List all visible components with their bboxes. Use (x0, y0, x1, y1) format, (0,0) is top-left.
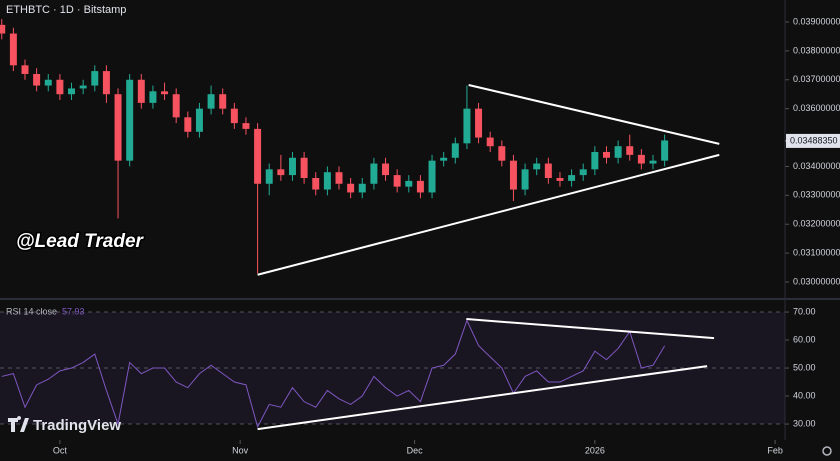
tradingview-logo: TradingView (8, 416, 121, 434)
price-marker-label: 0.03488350 (790, 135, 838, 145)
x-tick-label: Feb (767, 445, 783, 455)
rsi-line (1, 319, 666, 429)
candle-body (347, 183, 355, 193)
y-tick-label: 0.03700000 (793, 74, 840, 84)
candle-body (358, 183, 366, 193)
candle-body (161, 91, 169, 95)
candle-body (405, 180, 413, 187)
pane: 70.00 60.00 50.00 40.00 30.00 Oct Nov Dec 2026 Fe… (0, 306, 816, 455)
candle-body (475, 108, 483, 138)
candle-body (149, 91, 157, 103)
rsi-title: RSI 14 close (6, 306, 57, 316)
candle-body (451, 143, 459, 158)
candle-body (195, 108, 203, 132)
candle-body (544, 163, 552, 178)
y-tick-label: 0.03200000 (793, 219, 840, 229)
candle-body (393, 175, 401, 187)
y-tick-label: 30.00 (793, 418, 816, 428)
trendline (257, 153, 720, 276)
candle-body (463, 108, 471, 144)
pane: 0.03900000 0.03800000 0.03700000 0.03600000… (0, 16, 840, 286)
candle-body (126, 79, 134, 161)
settings-gear[interactable] (822, 446, 832, 456)
settings-icon[interactable] (822, 446, 832, 456)
y-tick-label: 0.03800000 (793, 45, 840, 55)
candle-body (265, 169, 273, 184)
y-tick-label: 40.00 (793, 390, 816, 400)
y-tick-label: 0.03000000 (793, 276, 840, 286)
candle-body (440, 157, 448, 161)
candle-body (33, 73, 41, 86)
y-tick-label: 0.03100000 (793, 247, 840, 257)
candle-body (91, 71, 99, 86)
chart-title: ETHBTC · 1D · Bitstamp (6, 4, 126, 16)
y-tick-label: 60.00 (793, 334, 816, 344)
y-tick-label: 0.03900000 (793, 16, 840, 26)
y-tick-label: 0.03400000 (793, 161, 840, 171)
candle-body (21, 65, 29, 74)
candle-body (335, 172, 343, 184)
watermark: @Lead Trader (16, 231, 145, 252)
candle-body (602, 151, 610, 158)
candle-body (416, 180, 424, 193)
logo-text: TradingView (33, 417, 121, 434)
x-tick-label: 2026 (585, 445, 605, 455)
candle-body (579, 169, 587, 176)
candle-body (184, 117, 192, 132)
candle-body (637, 154, 645, 164)
candle-body (79, 85, 87, 89)
candle-body (649, 160, 657, 164)
candle-body (300, 157, 308, 178)
candle-body (137, 79, 145, 103)
x-tick-label: Dec (407, 445, 424, 455)
candle-body (288, 157, 296, 176)
y-tick-label: 0.03300000 (793, 190, 840, 200)
candle-body (498, 146, 506, 161)
candle-body (44, 79, 52, 86)
candle-body (556, 177, 564, 181)
trendline (466, 318, 715, 340)
y-tick-label: 70.00 (793, 306, 816, 316)
candle-body (626, 146, 634, 155)
candle-body (219, 94, 227, 109)
candle-body (661, 140, 669, 161)
candle-body (114, 94, 122, 161)
x-tick-label: Nov (232, 445, 249, 455)
rsi-value: 57.93 (62, 306, 85, 316)
candle-body (56, 79, 64, 95)
candle-body (568, 175, 576, 181)
candle-body (521, 169, 529, 190)
candle-body (370, 163, 378, 184)
trendline (257, 365, 708, 431)
candle-body (207, 94, 215, 109)
candle-body (254, 128, 262, 184)
y-tick-label: 50.00 (793, 362, 816, 372)
candle-body (68, 88, 76, 95)
logo-icon (8, 416, 29, 432)
candle-body (0, 24, 6, 34)
candle-body (323, 172, 331, 190)
candle-body (533, 163, 541, 170)
candle-body (230, 108, 238, 124)
candle-body (9, 33, 17, 66)
candle-body (102, 71, 110, 95)
candle-body (382, 163, 390, 176)
candle-body (312, 177, 320, 190)
trendline (468, 83, 720, 145)
y-tick-label: 0.03600000 (793, 103, 840, 113)
candle-body (277, 169, 285, 176)
candle-body (428, 160, 436, 193)
candle-body (242, 123, 250, 129)
candle-body (509, 160, 517, 190)
candle-body (591, 151, 599, 170)
candle-body (172, 94, 180, 118)
candle-body (614, 146, 622, 158)
x-tick-label: Oct (53, 445, 68, 455)
candle-body (486, 137, 494, 147)
price-marker-box (786, 133, 840, 148)
